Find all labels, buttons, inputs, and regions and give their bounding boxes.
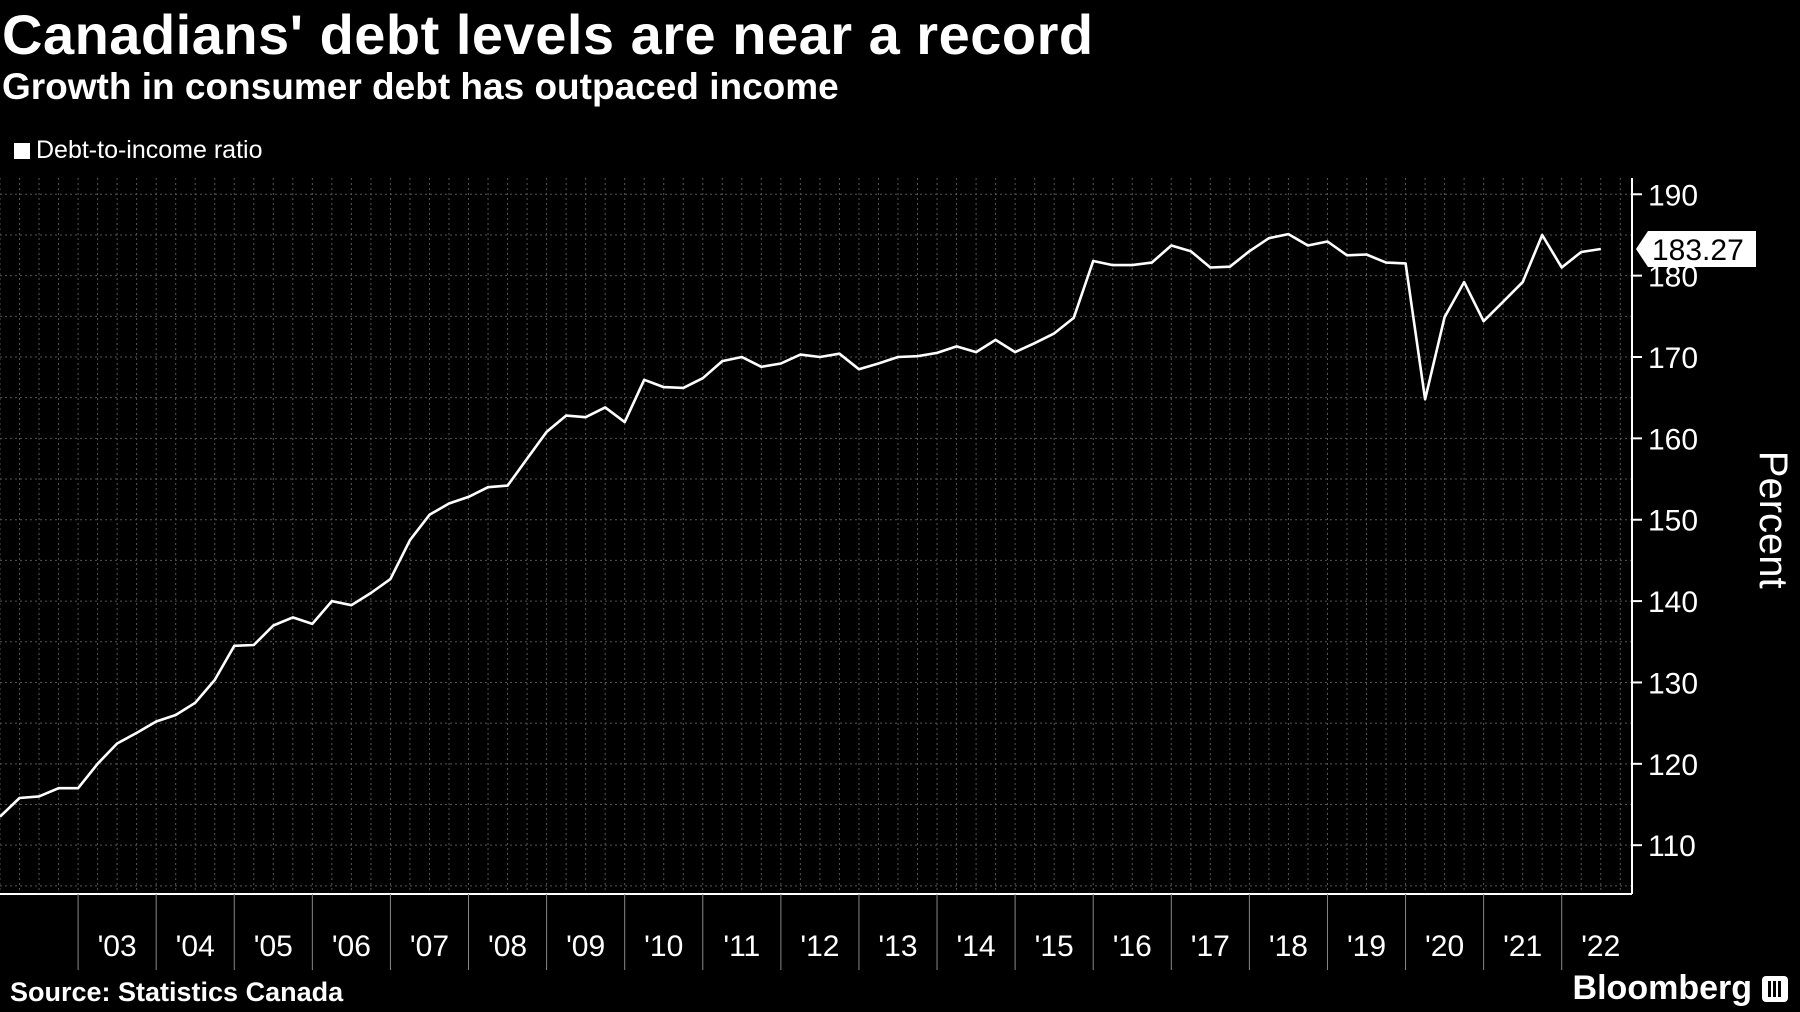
- x-tick-label: '14: [957, 930, 996, 963]
- y-tick-label: 120: [1648, 749, 1698, 782]
- x-tick-label: '05: [254, 930, 293, 963]
- brand-name: Bloomberg: [1572, 969, 1752, 1007]
- x-tick-label: '08: [488, 930, 527, 963]
- y-tick-label: 110: [1648, 830, 1696, 863]
- x-tick-label: '06: [332, 930, 371, 963]
- x-tick-label: '11: [723, 930, 760, 963]
- y-tick-label: 140: [1648, 586, 1698, 619]
- x-tick-label: '18: [1269, 930, 1308, 963]
- chart-title: Canadians' debt levels are near a record: [2, 3, 1094, 66]
- x-tick-label: '10: [644, 930, 683, 963]
- y-tick-label: 170: [1648, 342, 1698, 375]
- source-note: Source: Statistics Canada: [10, 977, 344, 1007]
- x-tick-label: '22: [1581, 930, 1620, 963]
- y-tick-label: 150: [1648, 505, 1698, 538]
- x-tick-label: '17: [1191, 930, 1230, 963]
- last-value-label: 183.27: [1652, 234, 1744, 267]
- x-tick-label: '03: [98, 930, 137, 963]
- legend-label: Debt-to-income ratio: [36, 136, 263, 164]
- last-value-flag: [1636, 231, 1756, 268]
- x-tick-label: '09: [566, 930, 605, 963]
- x-tick-label: '07: [410, 930, 449, 963]
- x-tick-label: '12: [800, 930, 839, 963]
- terminal-icon: [1762, 975, 1788, 1002]
- x-tick-label: '16: [1113, 930, 1152, 963]
- y-axis-title: Percent: [1751, 451, 1795, 589]
- y-tick-label: 190: [1648, 179, 1698, 212]
- series-line-debt-to-income: [0, 232, 1601, 818]
- legend: Debt-to-income ratio: [14, 136, 262, 165]
- x-tick-label: '19: [1347, 930, 1386, 963]
- x-tick-label: '21: [1503, 930, 1542, 963]
- x-tick-label: '20: [1425, 930, 1464, 963]
- y-tick-label: 160: [1648, 423, 1698, 456]
- x-tick-label: '15: [1035, 930, 1074, 963]
- y-tick-label: 130: [1648, 667, 1698, 700]
- legend-swatch: [14, 142, 30, 159]
- chart-subtitle: Growth in consumer debt has outpaced inc…: [2, 66, 839, 107]
- brand-logo: Bloomberg: [1573, 969, 1788, 1008]
- x-tick-label: '04: [176, 930, 215, 963]
- x-tick-label: '13: [878, 930, 917, 963]
